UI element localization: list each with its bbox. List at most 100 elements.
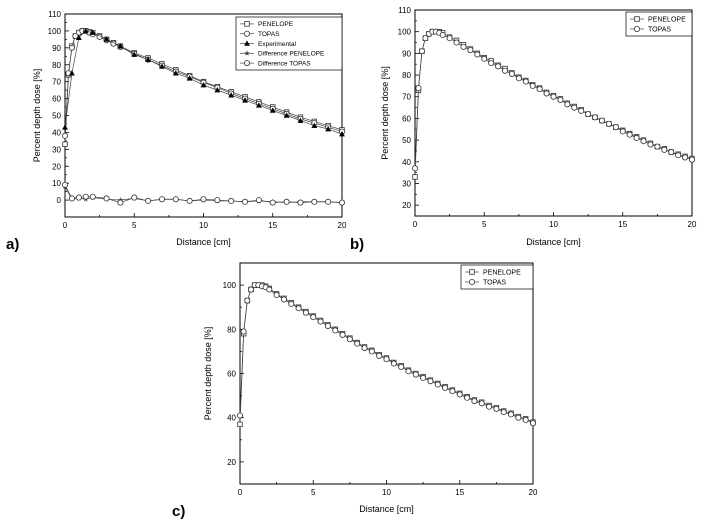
data-point [420,374,427,381]
y-axis-label: Percent depth dose [%] [203,327,213,421]
x-tick-label: 15 [455,488,464,497]
legend-entry: PENELOPE [465,269,521,276]
data-point [131,194,138,201]
data-point [214,87,221,93]
legend-label: PENELOPE [648,16,686,23]
data-point [68,44,75,51]
y-axis: 20 40 60 80 100 [223,281,244,467]
data-point [390,360,397,367]
data-point [464,394,471,401]
legend-entry: TOPAS [630,25,671,33]
data-point [405,368,412,375]
chart-panel-2: 0 5 10 15 20 20 30 40 50 60 70 80 90 100 110 Distance [… [380,6,697,247]
data-point [145,197,152,204]
y-tick-label: 30 [52,145,61,154]
data-point [242,97,248,103]
legend-marker [469,269,475,275]
legend-marker [243,60,250,67]
series-line [414,31,693,169]
data-point [585,111,592,118]
y-tick-label: 80 [52,61,61,70]
data-point [354,340,361,347]
legend-marker [468,278,475,285]
series-line [414,31,693,177]
data-point [69,70,75,76]
y-tick-label: 30 [402,179,411,188]
data-point [338,199,345,206]
data-point [647,141,654,148]
x-tick-label: 5 [132,221,137,230]
data-point [325,198,332,205]
data-point [317,318,324,325]
data-point [550,93,557,100]
legend-marker [634,16,640,22]
data-point [82,27,89,34]
panel-label-a: a) [6,236,20,253]
y-tick-label: 70 [402,93,411,102]
data-point [256,102,262,108]
x-axis-label: Distance [cm] [526,237,581,247]
data-point [172,196,179,203]
data-point [529,82,536,89]
data-point [412,174,418,180]
panel-label-b: b) [350,236,365,253]
data-point [172,70,179,76]
y-tick-label: 50 [402,136,411,145]
data-point [453,39,460,46]
series-difference-topas [62,181,345,206]
data-point [311,122,318,128]
legend-entry: PENELOPE [630,16,686,23]
data-point [332,327,339,334]
data-point [339,131,345,137]
data-point [564,101,571,108]
data-point [592,114,599,121]
series-penelope [412,28,695,180]
data-point [266,286,273,293]
legend: PENELOPE TOPAS Experimental Difference PENE… [235,16,343,71]
data-point [488,60,495,67]
legend-entry: PENELOPE [240,21,294,28]
data-point [557,96,564,103]
series-line [239,284,534,424]
data-point [117,199,124,206]
legend-entry: TOPAS [465,278,506,286]
y-tick-label: 60 [227,370,236,379]
y-tick-label: 0 [57,196,62,205]
data-point [297,117,304,123]
data-point [237,421,243,428]
data-point [244,297,251,304]
data-point [269,107,276,113]
data-point [530,420,537,427]
data-point [415,85,422,92]
data-point [310,314,317,321]
legend-label: Difference PENELOPE [258,51,325,58]
data-point [159,63,165,69]
data-point [240,328,247,335]
data-point [598,117,605,124]
legend-label: TOPAS [483,279,506,286]
data-point [295,305,302,312]
data-point [661,146,668,153]
y-tick-label: 40 [52,128,61,137]
data-point [474,51,481,58]
series-topas [411,28,696,172]
data-point [675,152,682,159]
data-point [486,403,493,410]
data-point [449,388,456,395]
legend-marker [243,30,250,37]
x-tick-label: 0 [238,488,243,497]
data-point [612,124,619,131]
x-tick-label: 0 [63,221,68,230]
y-tick-label: 50 [52,112,61,121]
data-point [236,412,243,419]
data-point [434,381,441,388]
data-point [422,35,429,42]
y-tick-label: 10 [52,179,61,188]
legend-entry: Difference TOPAS [240,60,311,67]
data-point [508,70,515,77]
y-tick-label: 20 [227,458,236,467]
data-point [515,414,522,421]
series-topas [236,282,537,427]
data-point [689,156,696,163]
